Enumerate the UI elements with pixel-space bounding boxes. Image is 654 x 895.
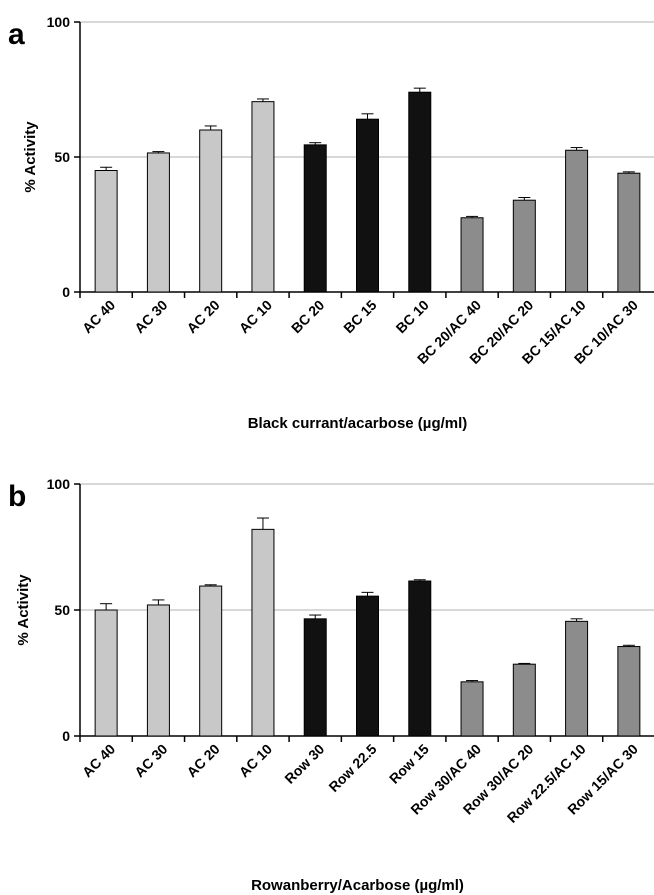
y-tick-label: 50 — [54, 149, 70, 165]
category-label: AC 30 — [131, 741, 171, 781]
y-tick-label: 100 — [47, 14, 71, 30]
bar — [617, 646, 641, 737]
category-label: AC 40 — [79, 297, 119, 337]
chart-panel-a: a 0 50 100 AC 40 AC 30 AC 20 AC 10 BC 20 BC 15 BC … — [8, 14, 654, 432]
category-label: BC 15 — [340, 297, 380, 337]
bar — [617, 172, 641, 293]
bar — [460, 681, 484, 737]
bar — [303, 144, 327, 293]
bar — [460, 217, 484, 293]
panel-letter: a — [8, 18, 25, 51]
bar — [251, 101, 275, 293]
bar — [303, 618, 327, 737]
y-tick-label: 0 — [62, 728, 70, 744]
bar — [512, 663, 536, 737]
bar — [565, 620, 589, 737]
y-tick-label: 0 — [62, 284, 70, 300]
bar — [199, 585, 223, 737]
x-axis-title: Black currant/acarbose (µg/ml) — [248, 415, 468, 432]
category-label: AC 40 — [79, 741, 119, 781]
category-label: AC 10 — [236, 741, 276, 781]
panel-letter: b — [8, 480, 26, 513]
bar — [146, 152, 170, 293]
category-label: Row 22.5 — [325, 741, 379, 795]
category-label: BC 20 — [288, 297, 328, 337]
x-axis-title: Rowanberry/Acarbose (µg/ml) — [251, 877, 464, 894]
category-label: AC 20 — [183, 297, 223, 337]
bar — [408, 91, 432, 293]
bar — [94, 170, 118, 293]
bar — [199, 129, 223, 293]
bar — [356, 118, 379, 293]
y-axis-title: % Activity — [22, 121, 39, 193]
bar — [356, 595, 379, 737]
bar — [146, 604, 170, 737]
bar — [565, 149, 589, 293]
bar — [512, 199, 536, 293]
category-label: Row 15 — [386, 741, 432, 787]
category-label: AC 20 — [183, 741, 223, 781]
bar — [408, 580, 432, 737]
bar — [94, 609, 118, 737]
y-tick-label: 100 — [47, 476, 71, 492]
category-label: AC 30 — [131, 297, 171, 337]
y-axis-title: % Activity — [15, 574, 32, 646]
category-label: BC 10 — [393, 297, 433, 337]
category-label: AC 10 — [236, 297, 276, 337]
y-tick-label: 50 — [54, 602, 70, 618]
category-label: Row 30 — [281, 741, 327, 787]
bar — [251, 528, 275, 737]
